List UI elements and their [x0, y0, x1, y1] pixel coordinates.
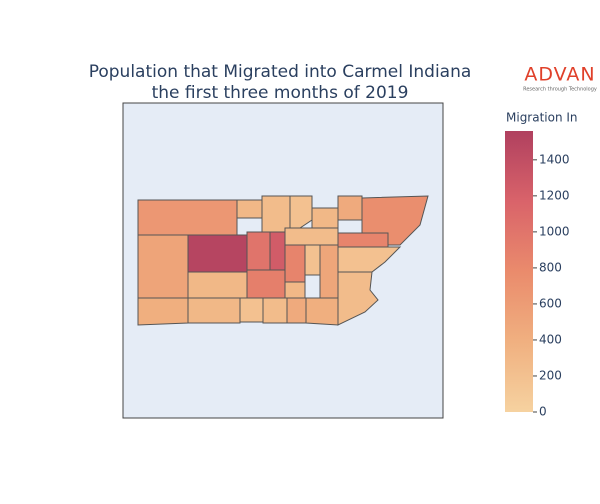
region [262, 297, 288, 324]
colorbar-tick-label: 400 [539, 332, 562, 346]
chart-title: the first three months of 2019 [152, 83, 409, 103]
region [137, 234, 189, 299]
region [289, 195, 313, 229]
colorbar-tick-label: 1200 [539, 188, 570, 202]
region [236, 199, 263, 219]
region [187, 234, 248, 273]
colorbar-tick-label: 1400 [539, 152, 570, 166]
region [284, 281, 306, 299]
region [337, 195, 363, 221]
chart-title: Population that Migrated into Carmel Ind… [89, 62, 472, 82]
colorbar-tick-label: 200 [539, 368, 562, 382]
region [239, 297, 264, 323]
region [246, 231, 271, 271]
region [137, 297, 189, 326]
colorbar-tick-label: 1000 [539, 224, 570, 238]
region [311, 207, 339, 229]
region [269, 231, 286, 273]
region [304, 244, 321, 276]
colorbar-tick-label: 0 [539, 405, 547, 419]
logo-tagline: Research through Technology [523, 87, 597, 93]
region [284, 227, 339, 246]
colorbar [505, 131, 533, 412]
colorbar-tick-label: 800 [539, 260, 562, 274]
region [319, 244, 339, 299]
region [337, 232, 389, 248]
logo: ADVAN [524, 64, 595, 86]
region [305, 297, 339, 326]
region [137, 199, 238, 236]
region [187, 271, 248, 299]
region [284, 244, 306, 283]
region [246, 269, 286, 299]
region [286, 297, 307, 324]
colorbar-title: Migration In [506, 111, 578, 125]
colorbar-tick-label: 600 [539, 296, 562, 310]
region [187, 297, 241, 324]
